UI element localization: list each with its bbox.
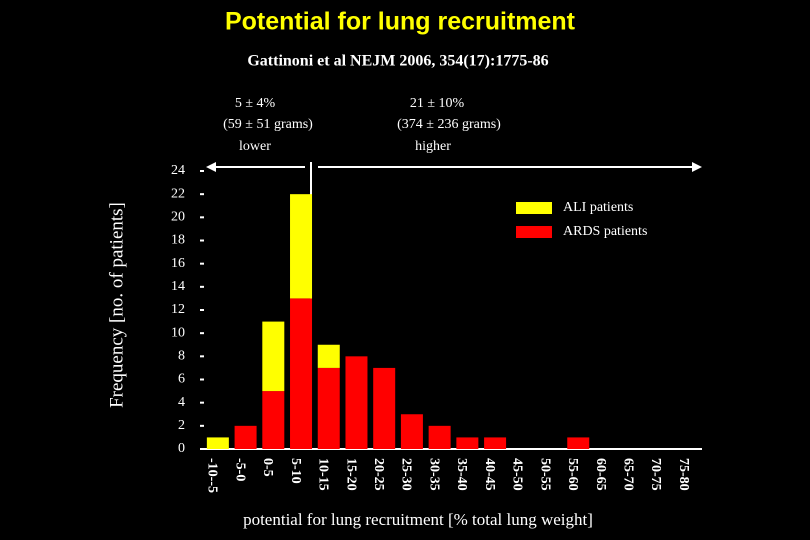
x-tick-label: 0-5: [260, 458, 275, 477]
bar: [345, 356, 368, 449]
y-tick-label: 8: [178, 349, 185, 364]
x-tick-label: 30-35: [426, 458, 441, 491]
bar: [567, 437, 590, 449]
arrow-head: [206, 162, 216, 172]
x-tick-label: -5-0: [232, 458, 247, 481]
x-tick-label: 55-60: [565, 458, 580, 491]
bar: [206, 437, 229, 449]
y-axis-label: Frequency [no. of patients]: [106, 202, 127, 408]
annotation: (374 ± 236 grams): [397, 117, 501, 132]
y-tick-label: 22: [171, 186, 185, 201]
y-tick-label: 18: [171, 233, 185, 248]
annotation: lower: [239, 139, 271, 154]
subtitle: Gattinoni et al NEJM 2006, 354(17):1775-…: [247, 53, 548, 70]
x-tick-label: -10--5: [205, 458, 220, 493]
bar: [290, 194, 313, 299]
bar: [262, 321, 285, 392]
x-tick-label: 65-70: [620, 458, 635, 491]
annotation: 5 ± 4%: [235, 96, 276, 111]
y-tick-label: 16: [171, 256, 185, 271]
legend-label: ARDS patients: [563, 224, 647, 239]
y-tick-label: 14: [171, 279, 185, 294]
bar: [234, 425, 257, 449]
x-tick-label: 15-20: [343, 458, 358, 491]
bar: [290, 298, 313, 449]
y-tick-label: 10: [171, 325, 185, 340]
annotation: higher: [415, 139, 451, 154]
x-tick-label: 20-25: [371, 458, 386, 491]
legend-swatch: [516, 226, 552, 238]
y-tick-label: 0: [178, 441, 185, 456]
bar: [484, 437, 507, 449]
bar: [262, 391, 285, 449]
y-tick-label: 24: [171, 163, 185, 178]
bar: [456, 437, 479, 449]
chart-title: Potential for lung recruitment: [225, 8, 576, 36]
y-tick-label: 12: [171, 302, 185, 317]
x-tick-label: 60-65: [593, 458, 608, 491]
bar: [428, 425, 451, 449]
annotation: 21 ± 10%: [410, 96, 465, 111]
x-tick-label: 75-80: [676, 458, 691, 491]
x-tick-label: 5-10: [288, 458, 303, 484]
x-tick-label: 40-45: [482, 458, 497, 491]
x-axis-label: potential for lung recruitment [% total …: [243, 510, 593, 529]
annotation: (59 ± 51 grams): [223, 117, 313, 132]
bar: [373, 367, 396, 449]
y-tick-label: 4: [178, 395, 185, 410]
x-tick-label: 50-55: [537, 458, 552, 491]
bar: [400, 414, 423, 449]
legend-swatch: [516, 202, 552, 214]
x-tick-label: 10-15: [316, 458, 331, 491]
legend-label: ALI patients: [563, 200, 633, 215]
bar: [317, 367, 340, 449]
x-tick-label: 25-30: [399, 458, 414, 491]
arrow-head: [692, 162, 702, 172]
y-tick-label: 2: [178, 418, 185, 433]
y-tick-label: 6: [178, 372, 185, 387]
x-tick-label: 45-50: [510, 458, 525, 491]
x-tick-label: 70-75: [648, 458, 663, 491]
y-tick-label: 20: [171, 210, 185, 225]
x-tick-label: 35-40: [454, 458, 469, 491]
bar: [317, 344, 340, 368]
